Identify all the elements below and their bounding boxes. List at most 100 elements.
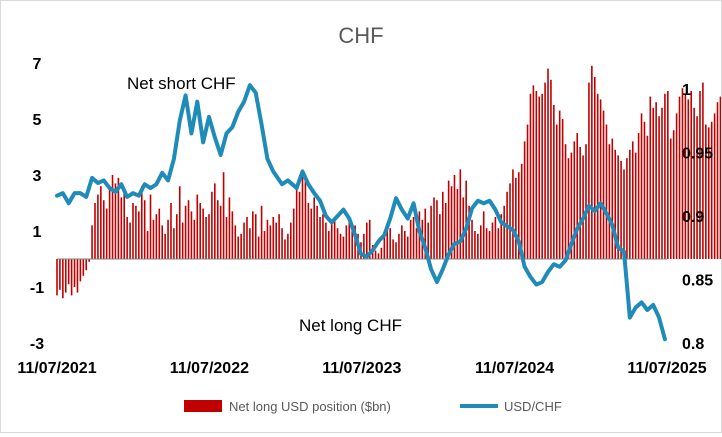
bar [582,155,584,259]
bar [181,222,184,259]
bar [450,186,453,259]
bar [94,203,96,259]
bar [222,172,225,259]
bar [313,197,315,259]
bar [135,205,137,259]
bar [547,68,549,259]
bar [468,205,470,259]
bar [561,119,564,259]
bar [319,217,321,259]
bar [231,211,234,259]
bar [310,208,313,259]
bar [140,186,143,259]
annotation-net-long: Net long CHF [299,316,402,335]
bar [266,219,269,259]
bar [558,110,561,259]
bar [456,189,459,259]
bar [114,183,117,259]
bar [138,211,140,259]
bar [254,214,257,259]
bar [640,113,643,260]
bar [684,93,687,259]
bar [149,194,152,259]
right-tick-label: 0.8 [682,336,704,353]
bar [702,82,704,259]
bar [205,217,207,259]
bar [228,197,231,259]
bar [605,124,608,259]
bar [430,205,432,259]
bar [550,79,552,259]
bar [187,200,190,259]
bar-series [56,65,722,299]
bar [517,172,520,259]
bar [82,259,85,276]
usdchf-line [55,83,667,342]
bar [579,147,581,259]
bar [643,121,646,259]
bar [529,93,532,259]
left-tick-label: 7 [33,56,42,73]
left-tick-label: -3 [30,336,44,353]
bar [675,113,678,260]
bar [646,135,649,259]
bar [439,214,441,259]
bar [602,110,605,259]
bar [377,253,380,259]
bar [652,107,655,259]
bar [164,233,166,259]
bar [693,107,695,259]
bar [208,214,210,259]
bar [719,96,722,259]
bar [436,200,438,259]
bar [576,133,579,259]
right-tick-label: 0.85 [682,273,713,290]
x-tick-label: 11/07/2023 [322,360,401,377]
bar [427,222,429,259]
bar [374,250,377,259]
bar [567,158,570,259]
bar [608,144,611,259]
bar [108,189,111,259]
bar [555,124,558,259]
bar [295,186,298,259]
bar [634,152,637,259]
bar [105,208,108,259]
bar [395,242,397,259]
bar [325,222,327,259]
bar [272,217,275,259]
bar [158,208,161,259]
left-axis-ticks: 7 5 3 1 -1 -3 [30,56,44,353]
bar [710,121,713,259]
bar [406,236,409,259]
bar [79,259,82,282]
bar [705,124,707,259]
bar [366,222,368,259]
bar [170,203,172,259]
legend: Net long USD position ($bn) USD/CHF [184,399,562,414]
bar [678,96,681,259]
bar [97,194,99,259]
bar [275,222,277,259]
bar [593,77,596,259]
bar [196,194,199,259]
bar [398,233,400,259]
bar [573,141,576,259]
x-tick-label: 11/07/2025 [627,360,706,377]
bar [620,161,622,259]
bar [585,144,587,259]
bar [307,203,310,259]
bar [225,217,228,259]
bar [100,186,102,259]
left-tick-label: -1 [30,280,44,297]
bar [304,177,307,259]
bar [339,233,342,259]
bar [59,259,61,290]
bar [211,191,213,259]
x-tick-label: 11/07/2024 [475,360,554,377]
bar [243,222,245,259]
bar [348,222,351,259]
bar [664,93,666,259]
bar [526,124,529,259]
bar [538,96,541,259]
